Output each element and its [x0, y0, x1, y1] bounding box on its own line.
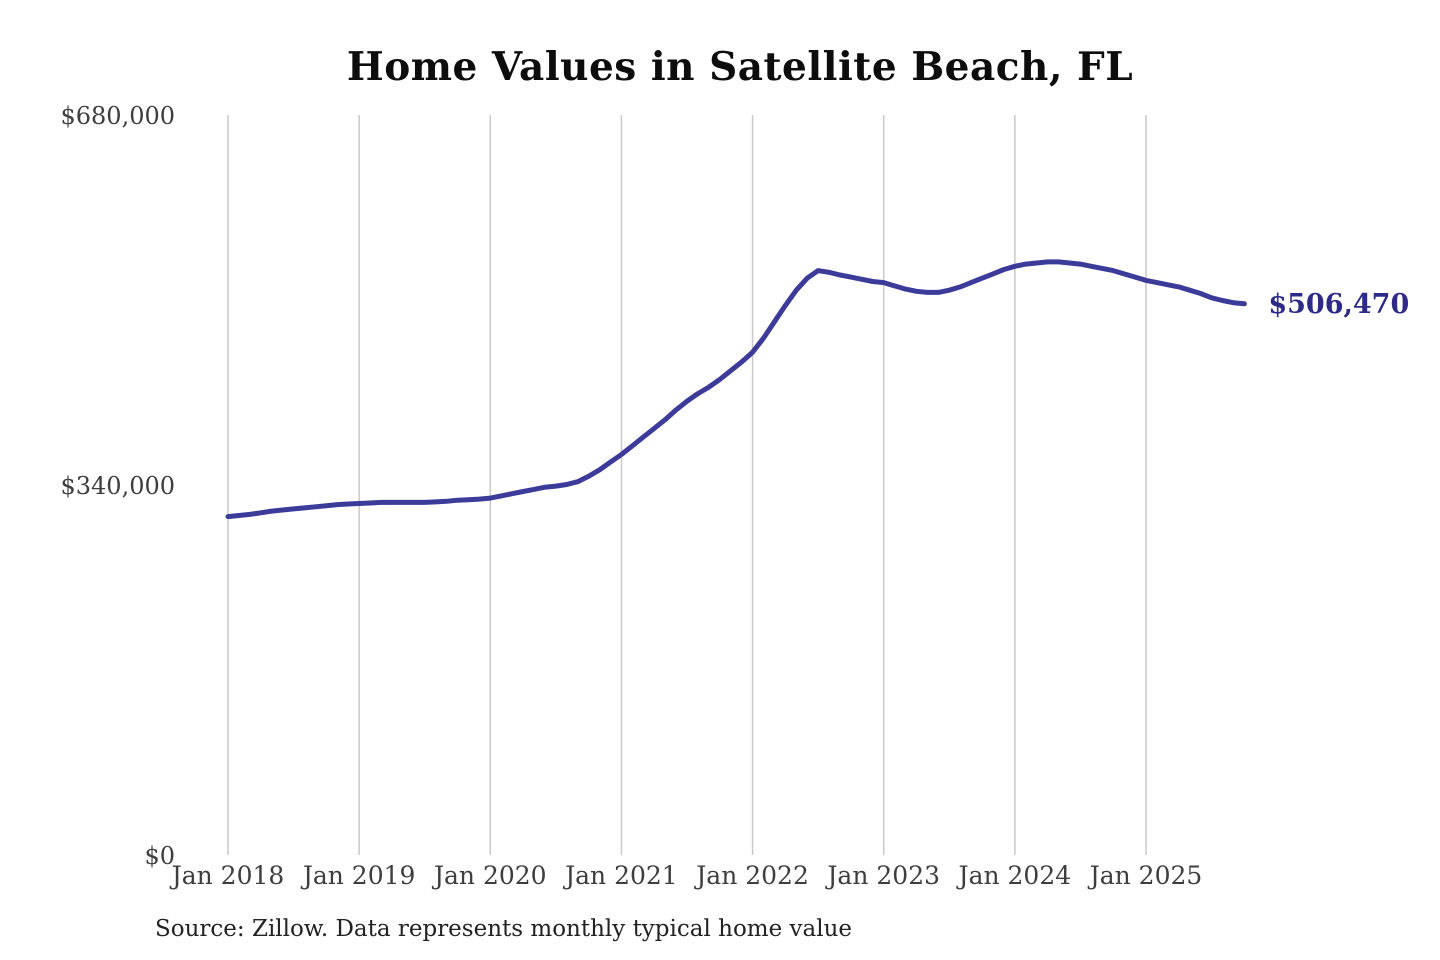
x-tick-label: Jan 2018 [169, 861, 285, 890]
x-tick-label: Jan 2023 [824, 861, 940, 890]
x-tick-label: Jan 2021 [562, 861, 678, 890]
chart-title: Home Values in Satellite Beach, FL [346, 44, 1134, 90]
y-tick-label: $680,000 [60, 102, 175, 130]
source-note: Source: Zillow. Data represents monthly … [155, 916, 853, 942]
x-tick-label: Jan 2024 [956, 861, 1072, 890]
current-value-label: $506,470 [1268, 289, 1409, 320]
y-tick-label: $0 [144, 842, 175, 870]
x-tick-label: Jan 2022 [693, 861, 809, 890]
home-value-line [225, 259, 1247, 520]
x-tick-label: Jan 2025 [1087, 861, 1203, 890]
x-tick-label: Jan 2020 [431, 861, 547, 890]
y-tick-label: $340,000 [60, 472, 175, 500]
x-tick-label: Jan 2019 [300, 861, 416, 890]
